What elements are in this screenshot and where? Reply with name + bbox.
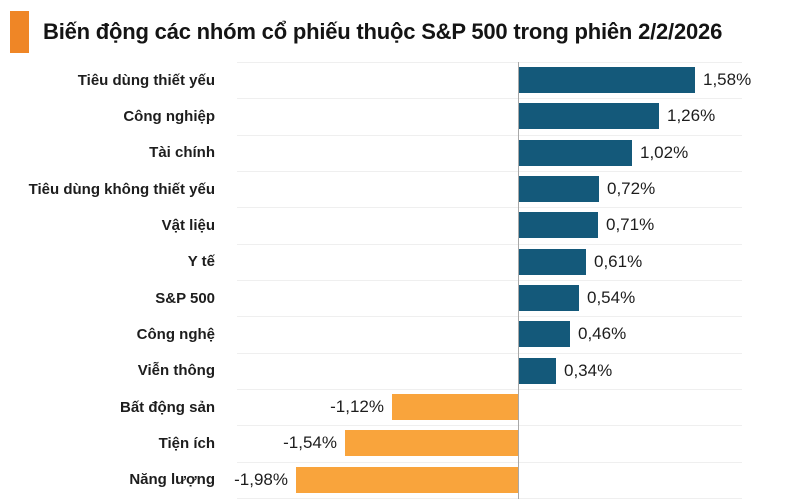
chart-row: Vật liệu 0,71% (0, 207, 796, 243)
chart-row: Công nghệ 0,46% (0, 316, 796, 352)
bar (518, 103, 659, 130)
category-label: Tiện ích (158, 434, 215, 452)
category-label: Công nghiệp (123, 107, 215, 125)
category-label: S&P 500 (155, 289, 215, 307)
gridline (237, 244, 742, 245)
gridline (237, 98, 742, 99)
chart-row: Bất động sản -1,12% (0, 389, 796, 425)
bar (345, 430, 518, 457)
chart-row: Y tế 0,61% (0, 244, 796, 280)
chart-row: Tiêu dùng không thiết yếu 0,72% (0, 171, 796, 207)
bar (518, 285, 579, 312)
gridline (237, 353, 742, 354)
chart-row: Tiện ích -1,54% (0, 425, 796, 461)
chart-row: S&P 500 0,54% (0, 280, 796, 316)
category-label: Bất động sản (119, 398, 215, 416)
value-label: 0,46% (578, 324, 627, 344)
value-label: -1,98% (234, 469, 288, 489)
chart-header: Biến động các nhóm cổ phiếu thuộc S&P 50… (10, 11, 722, 53)
gridline (237, 462, 742, 463)
chart-row: Tài chính 1,02% (0, 135, 796, 171)
bar (518, 139, 632, 166)
zero-axis-line (518, 62, 519, 499)
category-label: Tiêu dùng thiết yếu (77, 71, 215, 89)
chart-row: Công nghiệp 1,26% (0, 98, 796, 134)
category-label: Tiêu dùng không thiết yếu (28, 180, 215, 198)
gridline (237, 207, 742, 208)
value-label: 0,34% (564, 360, 613, 380)
value-label: 0,72% (607, 179, 656, 199)
bar (518, 321, 570, 348)
chart-row: Viễn thông 0,34% (0, 353, 796, 389)
bar (518, 212, 598, 239)
title-accent-marker (10, 11, 29, 53)
category-label: Vật liệu (161, 216, 215, 234)
value-label: -1,54% (283, 433, 337, 453)
value-label: 1,02% (640, 142, 689, 162)
gridline (237, 425, 742, 426)
category-label: Công nghệ (136, 325, 215, 343)
category-label: Năng lượng (129, 471, 215, 489)
bar (296, 466, 518, 493)
gridline (237, 389, 742, 390)
category-label: Y tế (187, 253, 215, 271)
gridline (237, 171, 742, 172)
value-label: 1,58% (703, 70, 752, 90)
chart-row: Tiêu dùng thiết yếu 1,58% (0, 62, 796, 98)
gridline (237, 62, 742, 63)
bar (518, 357, 556, 384)
gridline (237, 135, 742, 136)
bar (518, 248, 586, 275)
chart-title: Biến động các nhóm cổ phiếu thuộc S&P 50… (43, 19, 723, 44)
gridline (237, 316, 742, 317)
value-label: -1,12% (330, 397, 384, 417)
bar (518, 176, 599, 203)
value-label: 1,26% (667, 106, 716, 126)
value-label: 0,61% (594, 251, 643, 271)
value-label: 0,54% (587, 288, 636, 308)
bar (518, 67, 695, 94)
category-label: Viễn thông (137, 362, 215, 380)
bar-chart: Tiêu dùng thiết yếu 1,58% Công nghiệp 1,… (0, 62, 796, 499)
value-label: 0,71% (606, 215, 655, 235)
category-label: Tài chính (149, 144, 215, 162)
chart-row: Năng lượng -1,98% (0, 462, 796, 498)
gridline (237, 280, 742, 281)
bar (392, 394, 518, 421)
gridline (237, 498, 742, 499)
